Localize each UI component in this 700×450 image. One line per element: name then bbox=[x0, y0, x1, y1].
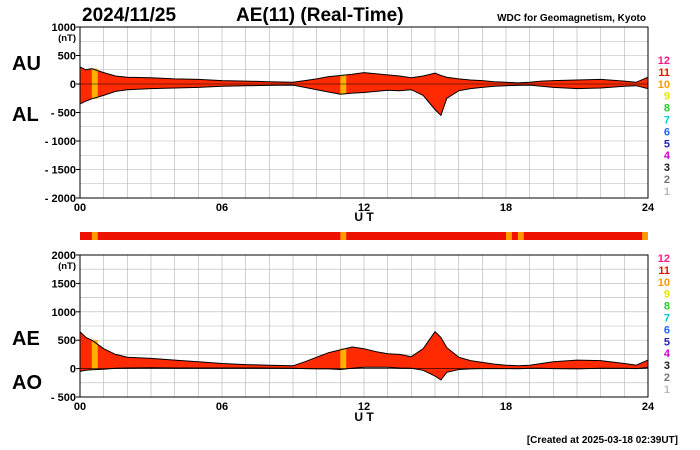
series-line-ae bbox=[79, 330, 649, 367]
x-tick-label: 00 bbox=[74, 202, 86, 214]
au-label: AU bbox=[12, 53, 41, 75]
chart-date: 2024/11/25 bbox=[82, 5, 176, 26]
bottom-panel-unit: (nT) bbox=[58, 261, 76, 272]
quality-legend-item: 11 bbox=[658, 67, 670, 79]
x-tick-label: 06 bbox=[216, 401, 228, 413]
y-tick-label: 2000 bbox=[52, 250, 76, 262]
quality-legend-item: 2 bbox=[664, 372, 670, 384]
quality-legend-item: 6 bbox=[664, 324, 670, 336]
quality-legend-item: 4 bbox=[664, 150, 671, 162]
quality-legend-item: 11 bbox=[658, 265, 670, 277]
quality-bar-segment bbox=[340, 232, 347, 240]
x-tick-label: 24 bbox=[642, 401, 655, 413]
quality-legend-item: 10 bbox=[658, 277, 670, 289]
x-tick-label: 18 bbox=[500, 202, 512, 214]
plot-frame bbox=[79, 254, 649, 398]
quality-legend-item: 12 bbox=[658, 55, 670, 67]
x-tick-label: 18 bbox=[500, 401, 512, 413]
quality-highlight-band bbox=[340, 74, 347, 95]
quality-bar-segment bbox=[506, 232, 512, 240]
quality-legend-item: 12 bbox=[658, 253, 670, 265]
quality-bar-segment bbox=[517, 232, 524, 240]
data-quality-bar bbox=[80, 232, 648, 240]
top-panel-unit: (nT) bbox=[58, 33, 76, 44]
ae-label: AE bbox=[12, 328, 40, 350]
series-line-al bbox=[79, 84, 649, 117]
quality-legend-item: 10 bbox=[658, 79, 670, 91]
series-line-au bbox=[79, 66, 649, 84]
y-tick-label: - 1000 bbox=[45, 136, 76, 148]
quality-legend-item: 1 bbox=[664, 384, 670, 396]
y-tick-label: - 500 bbox=[51, 108, 76, 120]
quality-bar-base bbox=[80, 232, 648, 240]
chart-source: WDC for Geomagnetism, Kyoto bbox=[497, 13, 646, 24]
bottom-panel-xlabel: U T bbox=[354, 410, 374, 424]
series-line-ao bbox=[79, 366, 649, 381]
quality-legend-item: 3 bbox=[664, 162, 670, 174]
quality-legend-item: 5 bbox=[664, 138, 670, 150]
quality-legend-item: 5 bbox=[664, 336, 670, 348]
quality-legend-item: 6 bbox=[664, 126, 670, 138]
quality-highlight-band bbox=[91, 340, 98, 370]
quality-legend-item: 3 bbox=[664, 360, 670, 372]
y-tick-label: 0 bbox=[70, 79, 76, 91]
y-tick-label: 500 bbox=[58, 335, 76, 347]
quality-legend-item: 1 bbox=[664, 186, 670, 198]
x-tick-label: 12 bbox=[358, 401, 370, 413]
quality-bar-segment bbox=[91, 232, 98, 240]
y-tick-label: 1000 bbox=[52, 307, 76, 319]
y-tick-label: 0 bbox=[70, 364, 76, 376]
quality-bar-segment bbox=[642, 232, 648, 240]
created-timestamp: [Created at 2025-03-18 02:39UT] bbox=[527, 435, 678, 446]
top-panel-xlabel: U T bbox=[354, 210, 374, 224]
al-label: AL bbox=[12, 104, 39, 126]
quality-legend-item: 8 bbox=[664, 301, 670, 313]
y-tick-label: 500 bbox=[58, 51, 76, 63]
y-tick-label: - 500 bbox=[51, 392, 76, 404]
y-tick-label: 1500 bbox=[52, 278, 76, 290]
y-tick-label: - 1500 bbox=[45, 165, 76, 177]
ao-label: AO bbox=[12, 372, 42, 394]
y-tick-label: 1000 bbox=[52, 22, 76, 34]
y-tick-label: - 2000 bbox=[45, 193, 76, 205]
series-fill-au-al bbox=[80, 66, 648, 116]
quality-legend-item: 2 bbox=[664, 174, 670, 186]
chart-title: AE(11) (Real-Time) bbox=[236, 5, 404, 26]
quality-highlight-band bbox=[340, 348, 347, 370]
x-tick-label: 00 bbox=[74, 401, 86, 413]
quality-legend-item: 4 bbox=[664, 348, 671, 360]
quality-legend-item: 7 bbox=[664, 313, 670, 325]
quality-legend-item: 7 bbox=[664, 115, 670, 127]
x-tick-label: 12 bbox=[358, 202, 370, 214]
quality-legend-item: 9 bbox=[664, 289, 670, 301]
x-tick-label: 06 bbox=[216, 202, 228, 214]
x-tick-label: 24 bbox=[642, 202, 655, 214]
quality-legend-item: 9 bbox=[664, 91, 670, 103]
quality-legend-item: 8 bbox=[664, 103, 670, 115]
